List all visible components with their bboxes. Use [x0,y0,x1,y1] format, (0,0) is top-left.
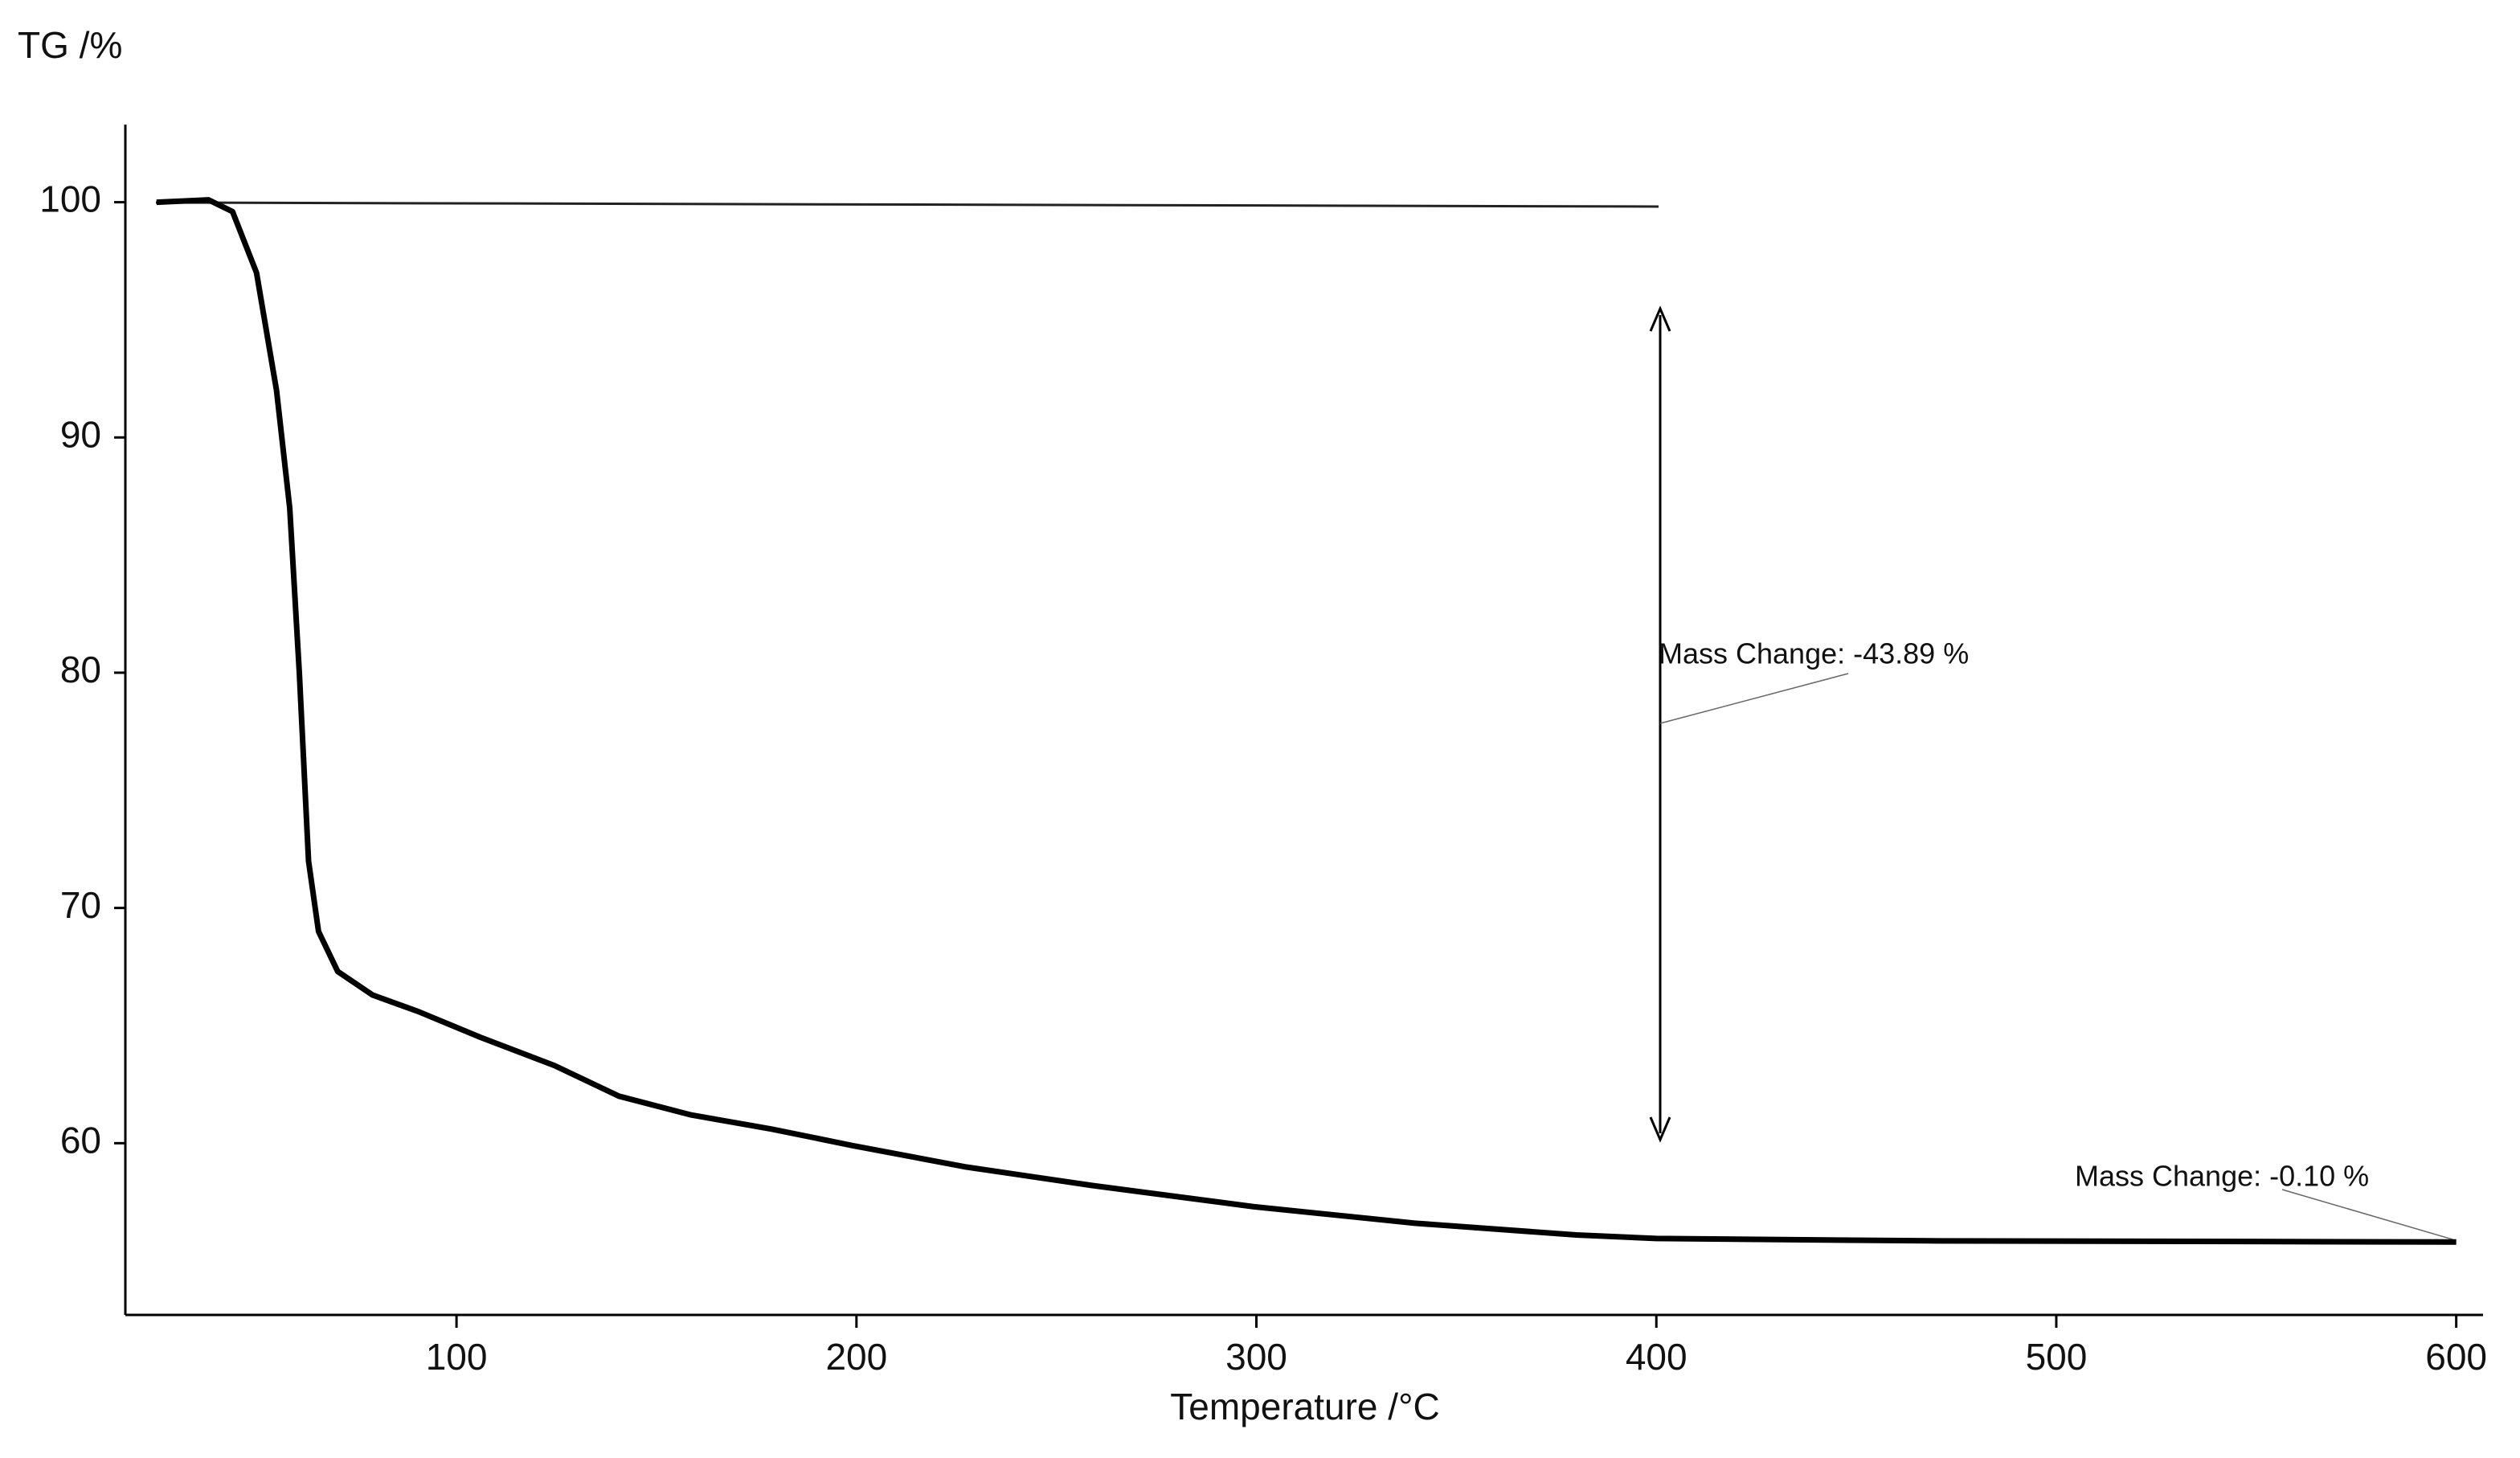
y-tick-label: 60 [60,1119,101,1161]
annotation: Mass Change: -0.10 % [2075,1160,2369,1193]
x-tick-label: 200 [825,1336,887,1378]
x-tick-label: 500 [2026,1336,2088,1378]
y-tick-label: 70 [60,884,101,926]
annotation: Mass Change: -43.89 % [1659,637,1969,670]
y-tick-label: 90 [60,413,101,455]
leader-line [1659,673,1849,724]
x-tick-label: 300 [1225,1336,1287,1378]
reference-line [155,201,1659,208]
y-axis-label: TG /% [18,24,122,66]
y-tick-label: 80 [60,649,101,690]
tg-curve [156,197,2457,1245]
x-tick-label: 600 [2425,1336,2487,1378]
x-tick-label: 400 [1626,1336,1688,1378]
x-axis-label: Temperature /°C [1170,1386,1439,1427]
leader-line [2281,1189,2453,1240]
arrow-heads [1649,305,1671,1143]
x-tick-label: 100 [426,1336,488,1378]
y-tick-label: 100 [39,178,101,220]
